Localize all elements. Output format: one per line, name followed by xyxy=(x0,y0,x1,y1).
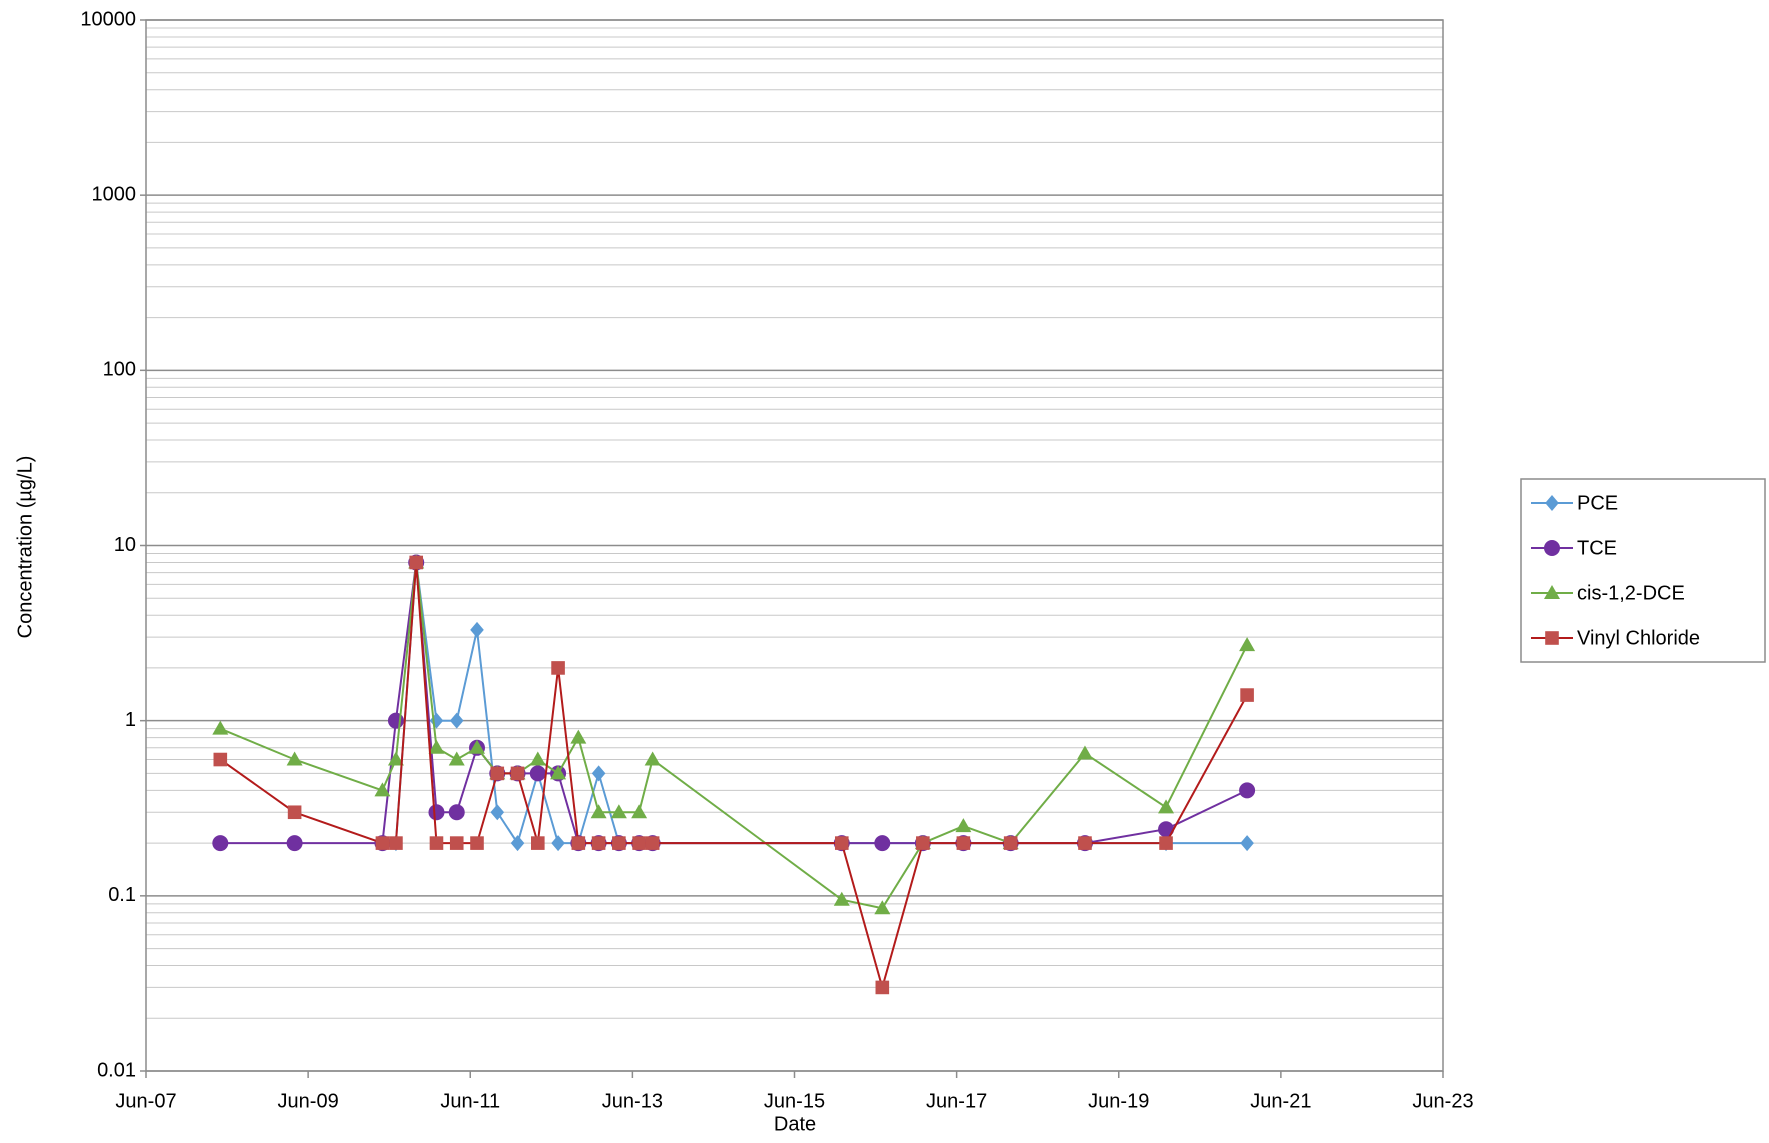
marker xyxy=(387,751,404,766)
legend-label: PCE xyxy=(1577,492,1618,514)
y-tick-label: 100 xyxy=(103,359,136,381)
marker xyxy=(448,804,465,821)
marker xyxy=(916,836,930,850)
marker xyxy=(1158,799,1175,814)
marker xyxy=(510,766,525,781)
marker xyxy=(1158,821,1175,838)
marker xyxy=(387,712,404,729)
marker xyxy=(428,739,445,754)
marker xyxy=(470,836,484,850)
marker xyxy=(875,980,890,995)
marker xyxy=(429,836,444,850)
marker xyxy=(375,836,390,850)
x-tick-label: Jun-11 xyxy=(440,1090,500,1112)
marker xyxy=(212,720,229,735)
marker xyxy=(571,836,586,850)
marker xyxy=(1240,835,1254,852)
marker xyxy=(610,804,627,819)
marker xyxy=(551,661,565,675)
y-tick-label: 0.1 xyxy=(108,884,136,906)
marker xyxy=(591,836,606,850)
x-tick-label: Jun-19 xyxy=(1088,1090,1149,1112)
marker xyxy=(529,765,546,782)
marker xyxy=(612,836,626,850)
marker xyxy=(449,836,464,850)
marker xyxy=(874,900,891,915)
x-tick-label: Jun-07 xyxy=(115,1090,176,1112)
marker xyxy=(550,765,567,780)
marker xyxy=(286,835,303,852)
marker xyxy=(955,818,972,833)
x-axis-title: Date xyxy=(774,1113,816,1135)
marker xyxy=(490,804,505,821)
marker xyxy=(213,752,228,767)
marker xyxy=(1003,836,1018,850)
marker xyxy=(591,765,606,782)
marker xyxy=(631,804,648,819)
marker xyxy=(1076,745,1093,760)
legend-marker xyxy=(1545,495,1559,511)
x-tick-label: Jun-17 xyxy=(926,1090,987,1112)
marker xyxy=(389,836,403,850)
x-tick-label: Jun-15 xyxy=(764,1090,825,1112)
legend-label: Vinyl Chloride xyxy=(1577,627,1700,649)
marker xyxy=(644,751,661,766)
marker xyxy=(490,766,505,781)
legend-label: TCE xyxy=(1577,537,1617,559)
marker xyxy=(834,836,849,850)
marker xyxy=(874,835,891,852)
marker xyxy=(510,835,525,852)
marker xyxy=(1239,782,1256,799)
legend-marker xyxy=(1544,540,1560,556)
legend-label: cis-1,2-DCE xyxy=(1577,582,1685,604)
legend-marker xyxy=(1544,585,1560,599)
marker xyxy=(287,805,302,820)
legend-marker xyxy=(1545,631,1559,645)
marker xyxy=(449,712,464,729)
y-axis-title: Concentration (µg/L) xyxy=(14,456,36,639)
x-tick-label: Jun-13 xyxy=(602,1090,663,1112)
marker xyxy=(409,555,424,570)
marker xyxy=(429,712,444,729)
x-tick-label: Jun-23 xyxy=(1412,1090,1473,1112)
x-tick-label: Jun-09 xyxy=(278,1090,339,1112)
y-tick-label: 1000 xyxy=(92,183,137,205)
marker xyxy=(1239,637,1256,652)
marker xyxy=(632,836,646,850)
marker xyxy=(212,835,229,852)
y-tick-label: 10000 xyxy=(80,8,136,30)
y-tick-label: 1 xyxy=(125,709,136,731)
marker xyxy=(1240,688,1254,702)
marker xyxy=(428,804,445,821)
marker xyxy=(448,751,465,766)
marker xyxy=(551,835,565,852)
marker xyxy=(590,804,607,819)
marker xyxy=(374,782,391,797)
marker xyxy=(529,751,546,766)
marker xyxy=(1078,836,1092,850)
marker xyxy=(470,621,484,638)
marker xyxy=(531,836,545,850)
y-tick-label: 0.01 xyxy=(97,1059,136,1081)
marker xyxy=(956,836,971,850)
x-tick-label: Jun-21 xyxy=(1250,1090,1311,1112)
marker xyxy=(645,836,660,850)
y-tick-label: 10 xyxy=(114,534,136,556)
marker xyxy=(1159,836,1173,850)
marker xyxy=(833,891,850,906)
marker xyxy=(469,739,486,754)
marker xyxy=(286,751,303,766)
marker xyxy=(570,729,587,744)
legend-box xyxy=(1520,478,1766,663)
